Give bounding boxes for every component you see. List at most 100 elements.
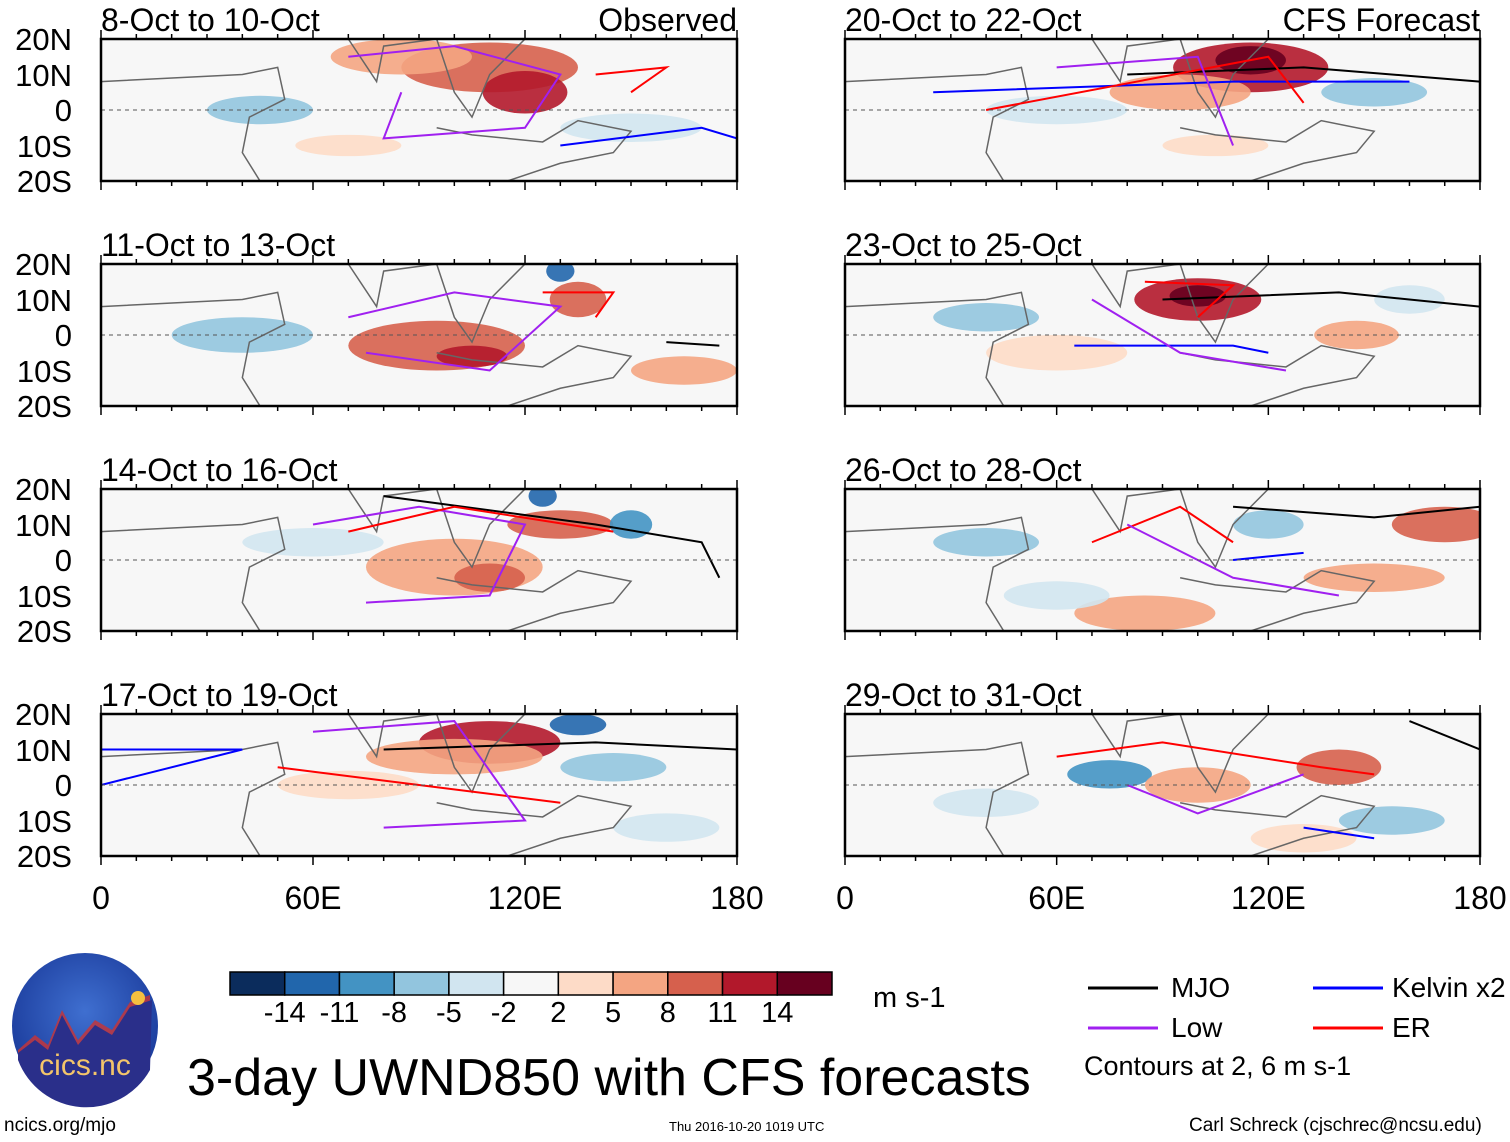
wind-anomaly-shading <box>242 528 384 557</box>
wind-anomaly-shading <box>933 303 1040 332</box>
lat-tick-label: 10N <box>15 57 72 93</box>
coastline <box>1179 794 1376 856</box>
wave-contour <box>666 341 720 347</box>
footer-author: Carl Schreck (cjschrec@ncsu.edu) <box>1189 1115 1482 1136</box>
lat-tick-label: 10N <box>15 732 72 768</box>
wave-contour <box>1232 505 1480 519</box>
lat-tick-label: 0 <box>54 318 72 353</box>
panel-title: 8-Oct to 10-Oct <box>101 2 320 38</box>
lon-tick-label: 0 <box>92 880 110 916</box>
lat-tick-label: 10N <box>15 507 72 543</box>
panel-title: 29-Oct to 31-Oct <box>845 677 1082 713</box>
wind-anomaly-shading <box>560 753 667 782</box>
wave-contour <box>1091 505 1234 544</box>
coastline <box>101 66 286 181</box>
legend-label-er: ER <box>1392 1012 1431 1043</box>
lon-tick-label: 120E <box>1230 880 1306 916</box>
wind-anomaly-shading <box>482 70 568 114</box>
wind-anomaly-shading <box>507 510 614 539</box>
coastline <box>436 119 633 181</box>
lon-tick-label: 60E <box>1028 880 1086 916</box>
panel-title: 23-Oct to 25-Oct <box>845 227 1082 263</box>
coastline <box>101 516 286 631</box>
wave-contour <box>348 45 562 140</box>
lat-tick-label: 10S <box>16 803 72 839</box>
wind-anomaly-shading <box>277 770 419 800</box>
colorbar-level-label: -8 <box>381 997 408 1029</box>
wind-anomaly-shading <box>1067 760 1152 789</box>
lat-tick-label: 20N <box>15 22 72 57</box>
wave-contour <box>383 741 737 751</box>
colorbar-level-label: 2 <box>550 997 567 1029</box>
wind-anomaly-shading <box>613 813 720 842</box>
lat-tick-label: 10S <box>16 353 72 389</box>
colorbar-level-label: -11 <box>319 997 360 1029</box>
colorbar-level-label: -14 <box>263 997 306 1029</box>
map-panel <box>99 255 739 415</box>
panel-title: 11-Oct to 13-Oct <box>101 227 336 263</box>
wind-anomaly-shading <box>933 528 1040 557</box>
colorbar-level-label: 8 <box>659 997 676 1029</box>
lat-tick-label: 10S <box>16 578 72 614</box>
lat-tick-label: 20S <box>16 839 72 874</box>
wave-contour <box>1126 773 1304 815</box>
lon-tick-label: 0 <box>836 880 854 916</box>
wind-anomaly-shading <box>1233 510 1304 539</box>
colorbar-level-label: 5 <box>605 997 622 1029</box>
lon-tick-label: 180 <box>710 880 764 916</box>
wave-contour <box>101 748 243 786</box>
column-header: Observed <box>598 2 737 38</box>
wave-contour <box>348 291 563 372</box>
colorbar-level-label: 11 <box>707 997 738 1029</box>
panel-title: 14-Oct to 16-Oct <box>101 452 338 488</box>
wave-contour <box>1074 344 1269 354</box>
lat-tick-label: 20S <box>16 389 72 424</box>
coastline <box>436 794 633 856</box>
wave-contour <box>312 505 527 604</box>
wave-contour <box>312 720 527 829</box>
colorbar-units: m s-1 <box>873 982 946 1014</box>
lat-tick-label: 10S <box>16 128 72 164</box>
lat-tick-label: 0 <box>54 543 72 578</box>
wave-contour <box>1091 298 1287 372</box>
wind-anomaly-shading <box>546 264 575 282</box>
coastline <box>1179 119 1376 181</box>
lat-tick-label: 0 <box>54 93 72 128</box>
coastline <box>347 714 526 794</box>
legend-note: Contours at 2, 6 m s-1 <box>1084 1051 1352 1081</box>
footer-url[interactable]: ncics.org/mjo <box>4 1115 116 1136</box>
coastline <box>845 516 1030 631</box>
coastline <box>1091 264 1269 344</box>
wind-anomaly-shading <box>986 335 1128 371</box>
colorbar-swatch <box>776 971 833 996</box>
coastline <box>101 291 286 406</box>
wave-contour <box>985 55 1305 111</box>
map-panel <box>99 705 739 865</box>
wind-anomaly-shading <box>1003 581 1110 610</box>
wind-anomaly-shading <box>1162 134 1269 157</box>
footer-timestamp: Thu 2016-10-20 1019 UTC <box>669 1119 825 1134</box>
wind-anomaly-shading <box>1303 563 1445 592</box>
map-panel <box>843 705 1482 865</box>
wind-anomaly-shading <box>1169 285 1227 307</box>
svg-text:cics.nc: cics.nc <box>39 1049 131 1082</box>
wind-anomaly-shading <box>1296 749 1382 785</box>
coastline <box>436 569 633 631</box>
wave-contour <box>560 126 737 147</box>
map-panel <box>99 480 739 640</box>
lon-tick-label: 120E <box>487 880 563 916</box>
lon-tick-label: 60E <box>284 880 342 916</box>
legend-label-mjo: MJO <box>1171 972 1231 1003</box>
lat-tick-label: 20N <box>15 697 72 732</box>
colorbar-level-label: -2 <box>490 997 517 1029</box>
wave-contour <box>1056 741 1375 776</box>
lat-tick-label: 20S <box>16 164 72 199</box>
coastline <box>347 264 526 344</box>
coastline <box>845 741 1030 856</box>
colorbar-level-label: -5 <box>436 997 462 1029</box>
coastline <box>1091 489 1269 569</box>
wind-anomaly-shading <box>933 788 1040 817</box>
panel-title: 26-Oct to 28-Oct <box>845 452 1082 488</box>
